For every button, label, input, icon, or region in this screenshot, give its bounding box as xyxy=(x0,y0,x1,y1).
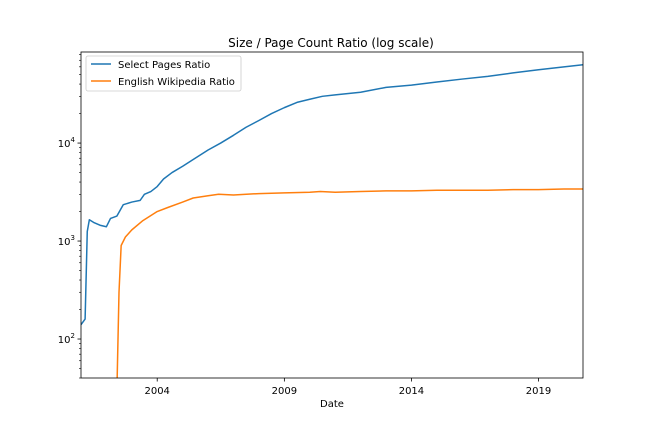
legend-label-select-pages: Select Pages Ratio xyxy=(118,60,210,71)
x-tick-label: 2019 xyxy=(526,386,551,397)
legend-box xyxy=(85,55,242,92)
x-tick-label: 2009 xyxy=(272,386,297,397)
x-axis-label: Date xyxy=(320,399,344,410)
x-tick-label: 2004 xyxy=(144,386,169,397)
legend: Select Pages Ratio English Wikipedia Rat… xyxy=(85,55,242,92)
x-tick-label: 2014 xyxy=(399,386,424,397)
legend-label-english-wikipedia: English Wikipedia Ratio xyxy=(118,77,235,88)
plot-area xyxy=(81,63,583,378)
series-group xyxy=(81,63,583,378)
series-line-0 xyxy=(81,63,583,326)
chart-title: Size / Page Count Ratio (log scale) xyxy=(228,36,434,50)
plot-frame xyxy=(80,51,584,379)
x-axis: 2004 2009 2014 2019 xyxy=(144,378,551,397)
series-line-1 xyxy=(116,188,583,378)
